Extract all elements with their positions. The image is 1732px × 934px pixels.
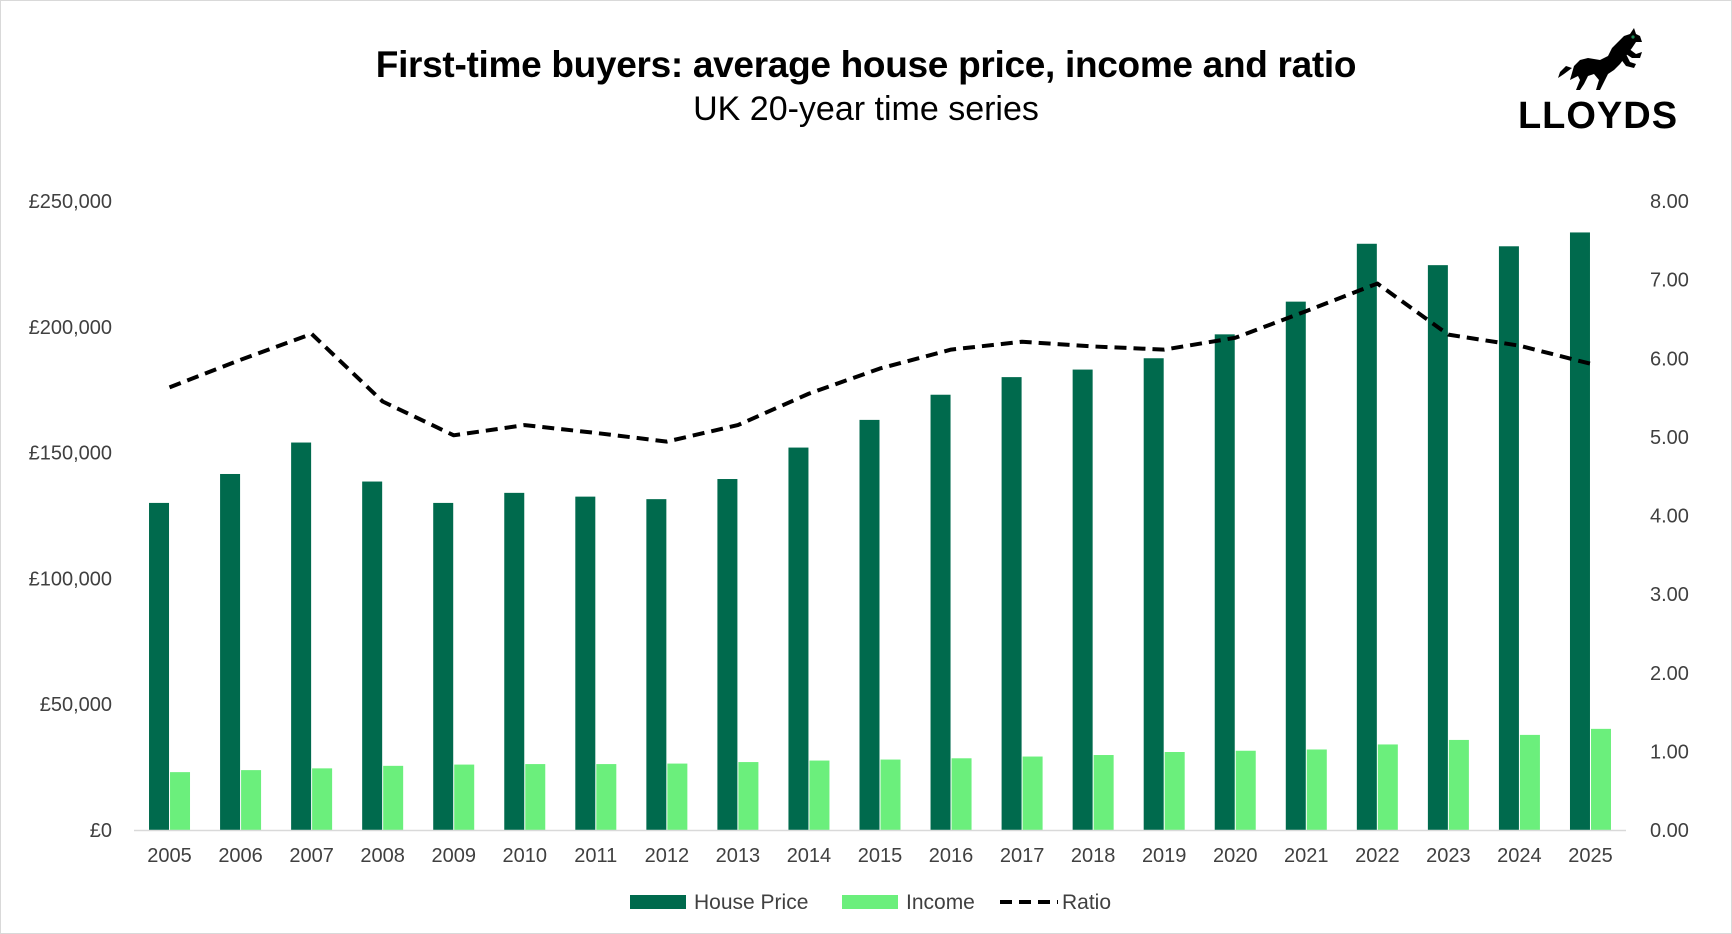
bar-income <box>1590 728 1611 830</box>
x-tick-label: 2019 <box>1142 845 1187 867</box>
y-right-tick-label: 8.00 <box>1650 191 1689 213</box>
x-tick-label: 2007 <box>289 845 334 867</box>
y-left-tick-label: £250,000 <box>29 191 112 213</box>
legend: House Price Income Ratio <box>630 891 1111 914</box>
x-tick-label: 2024 <box>1497 845 1542 867</box>
y-right-tick-label: 5.00 <box>1650 427 1689 449</box>
x-tick-label: 2017 <box>1000 845 1045 867</box>
x-tick-label: 2023 <box>1426 845 1471 867</box>
bar-house-price <box>1001 377 1022 830</box>
x-tick-label: 2012 <box>645 845 690 867</box>
y-right-tick-label: 1.00 <box>1650 741 1689 763</box>
bar-house-price <box>788 447 809 830</box>
bar-house-price <box>575 496 596 830</box>
legend-label-income: Income <box>906 891 975 914</box>
x-tick-label: 2005 <box>147 845 192 867</box>
x-tick-label: 2010 <box>503 845 548 867</box>
y-left-tick-label: £0 <box>90 820 112 842</box>
bar-income <box>312 768 333 830</box>
bar-house-price <box>1427 265 1448 831</box>
bar-income <box>170 772 191 830</box>
bar-house-price <box>930 394 951 830</box>
x-tick-label: 2018 <box>1071 845 1116 867</box>
black-horse-icon <box>1558 28 1642 90</box>
x-tick-label: 2022 <box>1355 845 1400 867</box>
bar-income <box>454 764 475 830</box>
y-right-tick-label: 7.00 <box>1650 270 1689 292</box>
x-tick-label: 2013 <box>716 845 761 867</box>
y-left-tick-label: £100,000 <box>29 568 112 590</box>
y-right-tick-label: 4.00 <box>1650 506 1689 528</box>
bar-house-price <box>717 479 738 830</box>
bar-house-price <box>504 492 525 830</box>
bar-house-price <box>1285 301 1306 830</box>
chart-title: First-time buyers: average house price, … <box>375 44 1357 85</box>
bar-house-price <box>1214 334 1235 830</box>
bar-house-price <box>1498 246 1519 831</box>
bar-house-price <box>859 419 880 830</box>
ratio-line-layer <box>168 281 1591 444</box>
legend-swatch-income <box>842 895 898 909</box>
legend-label-house-price: House Price <box>694 891 808 914</box>
x-tick-label: 2016 <box>929 845 974 867</box>
y-right-tick-label: 0.00 <box>1650 820 1689 842</box>
bar-income <box>1235 750 1256 830</box>
bar-house-price <box>149 502 170 830</box>
bar-income <box>1448 739 1469 830</box>
axes-layer: 2005 2006 2007 2008 2009 2010 2011 2012 2013 2014… <box>29 191 1689 867</box>
bar-house-price <box>220 473 241 830</box>
bar-income <box>525 764 546 830</box>
bar-income <box>667 763 688 830</box>
bar-income <box>1519 734 1540 830</box>
y-right-tick-label: 6.00 <box>1650 348 1689 370</box>
legend-swatch-house-price <box>630 895 686 909</box>
bar-income <box>1377 744 1398 830</box>
x-tick-label: 2021 <box>1284 845 1329 867</box>
bar-house-price <box>1143 358 1164 830</box>
x-tick-label: 2025 <box>1568 845 1613 867</box>
legend-label-ratio: Ratio <box>1062 891 1111 914</box>
bar-income <box>880 759 901 830</box>
bar-income <box>809 760 830 830</box>
bar-house-price <box>1569 232 1590 830</box>
bar-income <box>1093 755 1114 830</box>
y-left-tick-label: £200,000 <box>29 317 112 339</box>
y-right-tick-label: 2.00 <box>1650 663 1689 685</box>
bar-income <box>1022 756 1043 830</box>
bar-house-price <box>1356 243 1377 831</box>
ratio-line <box>168 281 1591 444</box>
lloyds-logo: LLOYDS <box>1508 20 1688 140</box>
bar-income <box>241 770 262 830</box>
bar-income <box>1164 752 1185 830</box>
x-tick-label: 2006 <box>218 845 263 867</box>
lloyds-wordmark: LLOYDS <box>1517 95 1679 137</box>
bar-income <box>1306 749 1327 830</box>
bars-layer <box>149 232 1611 831</box>
bar-house-price <box>433 502 454 830</box>
bar-income <box>596 764 617 830</box>
y-left-tick-label: £50,000 <box>40 694 112 716</box>
bar-house-price <box>291 442 312 830</box>
bar-income <box>383 765 404 830</box>
bar-income <box>951 758 972 830</box>
y-left-tick-label: £150,000 <box>29 443 112 465</box>
x-tick-label: 2008 <box>360 845 405 867</box>
x-tick-label: 2020 <box>1213 845 1258 867</box>
bar-income <box>738 762 759 830</box>
x-tick-label: 2014 <box>787 845 832 867</box>
x-tick-label: 2015 <box>858 845 903 867</box>
chart-subtitle: UK 20-year time series <box>693 90 1039 128</box>
y-right-tick-label: 3.00 <box>1650 584 1689 606</box>
x-tick-label: 2009 <box>431 845 476 867</box>
x-tick-label: 2011 <box>574 845 617 867</box>
bar-house-price <box>1072 369 1093 830</box>
bar-house-price <box>646 499 667 830</box>
bar-house-price <box>362 481 383 830</box>
